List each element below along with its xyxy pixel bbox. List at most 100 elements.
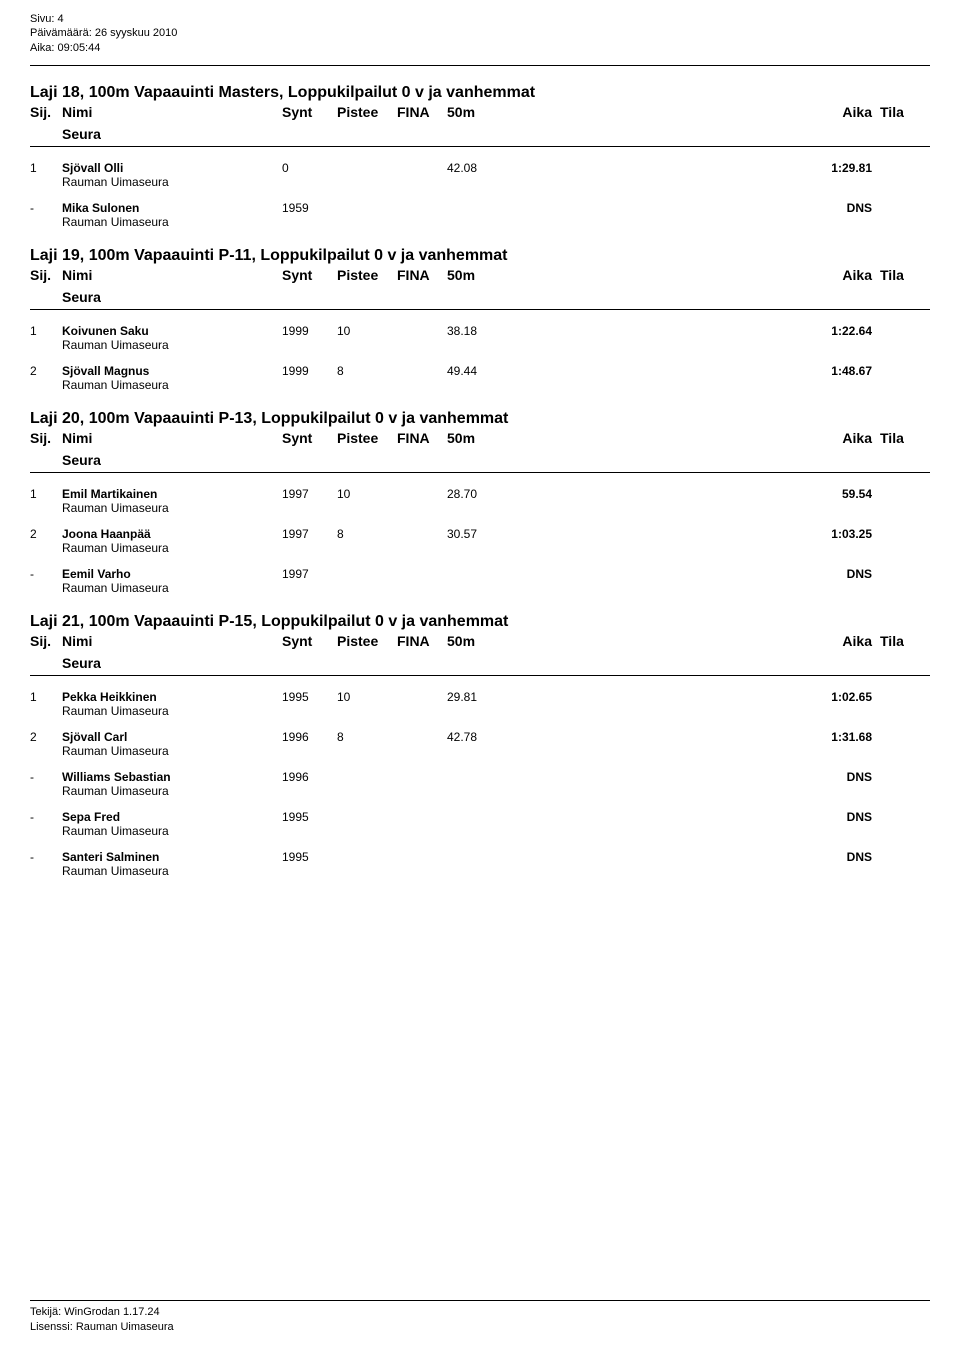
col-fina: FINA: [397, 430, 447, 446]
cell-synt: 1997: [282, 527, 337, 541]
col-fina: FINA: [397, 267, 447, 283]
meta-date-label: Päivämäärä:: [30, 27, 92, 39]
col-50m: 50m: [447, 430, 587, 446]
cell-club: Rauman Uimaseura: [62, 541, 930, 555]
column-header-row: Sij.NimiSyntPisteeFINA50mAikaTila: [30, 267, 930, 287]
result-row: -Williams Sebastian1996 DNS: [30, 762, 930, 784]
result-row: -Santeri Salminen1995DNS: [30, 842, 930, 864]
cell-50m: 42.78: [447, 730, 587, 744]
cell-aika: DNS: [772, 810, 872, 824]
header-rule: [30, 472, 930, 473]
col-pistee: Pistee: [337, 104, 397, 120]
event-block: Laji 18, 100m Vapaauinti Masters, Loppuk…: [30, 84, 930, 229]
cell-club: Rauman Uimaseura: [62, 784, 930, 798]
col-50m: 50m: [447, 633, 587, 649]
cell-pistee: 8: [337, 364, 397, 378]
cell-club: Rauman Uimaseura: [62, 215, 930, 229]
result-row: 2Sjövall Carl1996842.781:31.68: [30, 722, 930, 744]
col-aika: Aika: [772, 104, 872, 120]
cell-club: Rauman Uimaseura: [62, 864, 930, 878]
cell-aika: 1:29.81: [772, 161, 872, 175]
col-sij: Sij.: [30, 104, 62, 120]
header-rule: [30, 146, 930, 147]
meta-time-value: 09:05:44: [58, 42, 101, 54]
cell-synt: 1996: [282, 770, 337, 784]
cell-synt: 1959: [282, 201, 337, 215]
footer-rule: [30, 1300, 930, 1301]
col-seura: Seura: [62, 126, 930, 142]
meta-page-label: Sivu:: [30, 13, 54, 25]
cell-synt: 1995: [282, 850, 337, 864]
col-aika: Aika: [772, 633, 872, 649]
cell-synt: 1997: [282, 567, 337, 581]
col-pistee: Pistee: [337, 430, 397, 446]
cell-club: Rauman Uimaseura: [62, 744, 930, 758]
cell-50m: 49.44: [447, 364, 587, 378]
cell-club: Rauman Uimaseura: [62, 338, 930, 352]
cell-aika: DNS: [772, 770, 872, 784]
result-row: 1Emil Martikainen19971028.7059.54: [30, 479, 930, 501]
col-tila: Tila: [872, 633, 930, 649]
cell-aika: 1:48.67: [772, 364, 872, 378]
col-sij: Sij.: [30, 633, 62, 649]
col-nimi: Nimi: [62, 633, 282, 649]
page-footer: Tekijä: WinGrodan 1.17.24 Lisenssi: Raum…: [30, 1300, 930, 1334]
cell-place: -: [30, 567, 62, 581]
col-nimi: Nimi: [62, 430, 282, 446]
cell-pistee: 10: [337, 487, 397, 501]
cell-name: Joona Haanpää: [62, 527, 282, 541]
col-pistee: Pistee: [337, 267, 397, 283]
page-meta: Sivu: 4 Päivämäärä: 26 syyskuu 2010 Aika…: [30, 12, 930, 55]
cell-name: Pekka Heikkinen: [62, 690, 282, 704]
column-header-row: Sij.NimiSyntPisteeFINA50mAikaTila: [30, 430, 930, 450]
col-50m: 50m: [447, 104, 587, 120]
cell-aika: 59.54: [772, 487, 872, 501]
cell-50m: 30.57: [447, 527, 587, 541]
cell-synt: 1995: [282, 810, 337, 824]
cell-pistee: 8: [337, 730, 397, 744]
col-tila: Tila: [872, 430, 930, 446]
cell-50m: 38.18: [447, 324, 587, 338]
cell-synt: 1996: [282, 730, 337, 744]
cell-synt: 0: [282, 161, 337, 175]
col-synt: Synt: [282, 104, 337, 120]
cell-aika: 1:31.68: [772, 730, 872, 744]
col-synt: Synt: [282, 633, 337, 649]
cell-aika: DNS: [772, 567, 872, 581]
col-fina: FINA: [397, 104, 447, 120]
cell-place: 1: [30, 161, 62, 175]
cell-name: Sepa Fred: [62, 810, 282, 824]
cell-name: Koivunen Saku: [62, 324, 282, 338]
footer-license-label: Lisenssi:: [30, 1321, 73, 1333]
col-pistee: Pistee: [337, 633, 397, 649]
top-rule: [30, 65, 930, 66]
col-50m: 50m: [447, 267, 587, 283]
cell-50m: 29.81: [447, 690, 587, 704]
events-container: Laji 18, 100m Vapaauinti Masters, Loppuk…: [30, 84, 930, 878]
col-seura: Seura: [62, 289, 930, 305]
cell-name: Sjövall Olli: [62, 161, 282, 175]
cell-place: 2: [30, 730, 62, 744]
cell-club: Rauman Uimaseura: [62, 175, 930, 189]
cell-club: Rauman Uimaseura: [62, 824, 930, 838]
event-title: Laji 21, 100m Vapaauinti P-15, Loppukilp…: [30, 613, 930, 631]
result-row: -Sepa Fred1995DNS: [30, 802, 930, 824]
cell-synt: 1999: [282, 324, 337, 338]
col-seura: Seura: [62, 452, 930, 468]
cell-name: Williams Sebastian: [62, 770, 282, 784]
cell-pistee: 10: [337, 690, 397, 704]
column-header-row: Sij.NimiSyntPisteeFINA50mAikaTila: [30, 104, 930, 124]
cell-aika: 1:03.25: [772, 527, 872, 541]
event-title: Laji 18, 100m Vapaauinti Masters, Loppuk…: [30, 84, 930, 102]
cell-name: Santeri Salminen: [62, 850, 282, 864]
cell-place: 1: [30, 324, 62, 338]
col-aika: Aika: [772, 267, 872, 283]
event-block: Laji 19, 100m Vapaauinti P-11, Loppukilp…: [30, 247, 930, 392]
cell-place: 1: [30, 690, 62, 704]
event-title: Laji 19, 100m Vapaauinti P-11, Loppukilp…: [30, 247, 930, 265]
cell-place: -: [30, 770, 62, 784]
col-nimi: Nimi: [62, 267, 282, 283]
cell-name: Sjövall Magnus: [62, 364, 282, 378]
cell-name: Eemil Varho: [62, 567, 282, 581]
cell-club: Rauman Uimaseura: [62, 501, 930, 515]
